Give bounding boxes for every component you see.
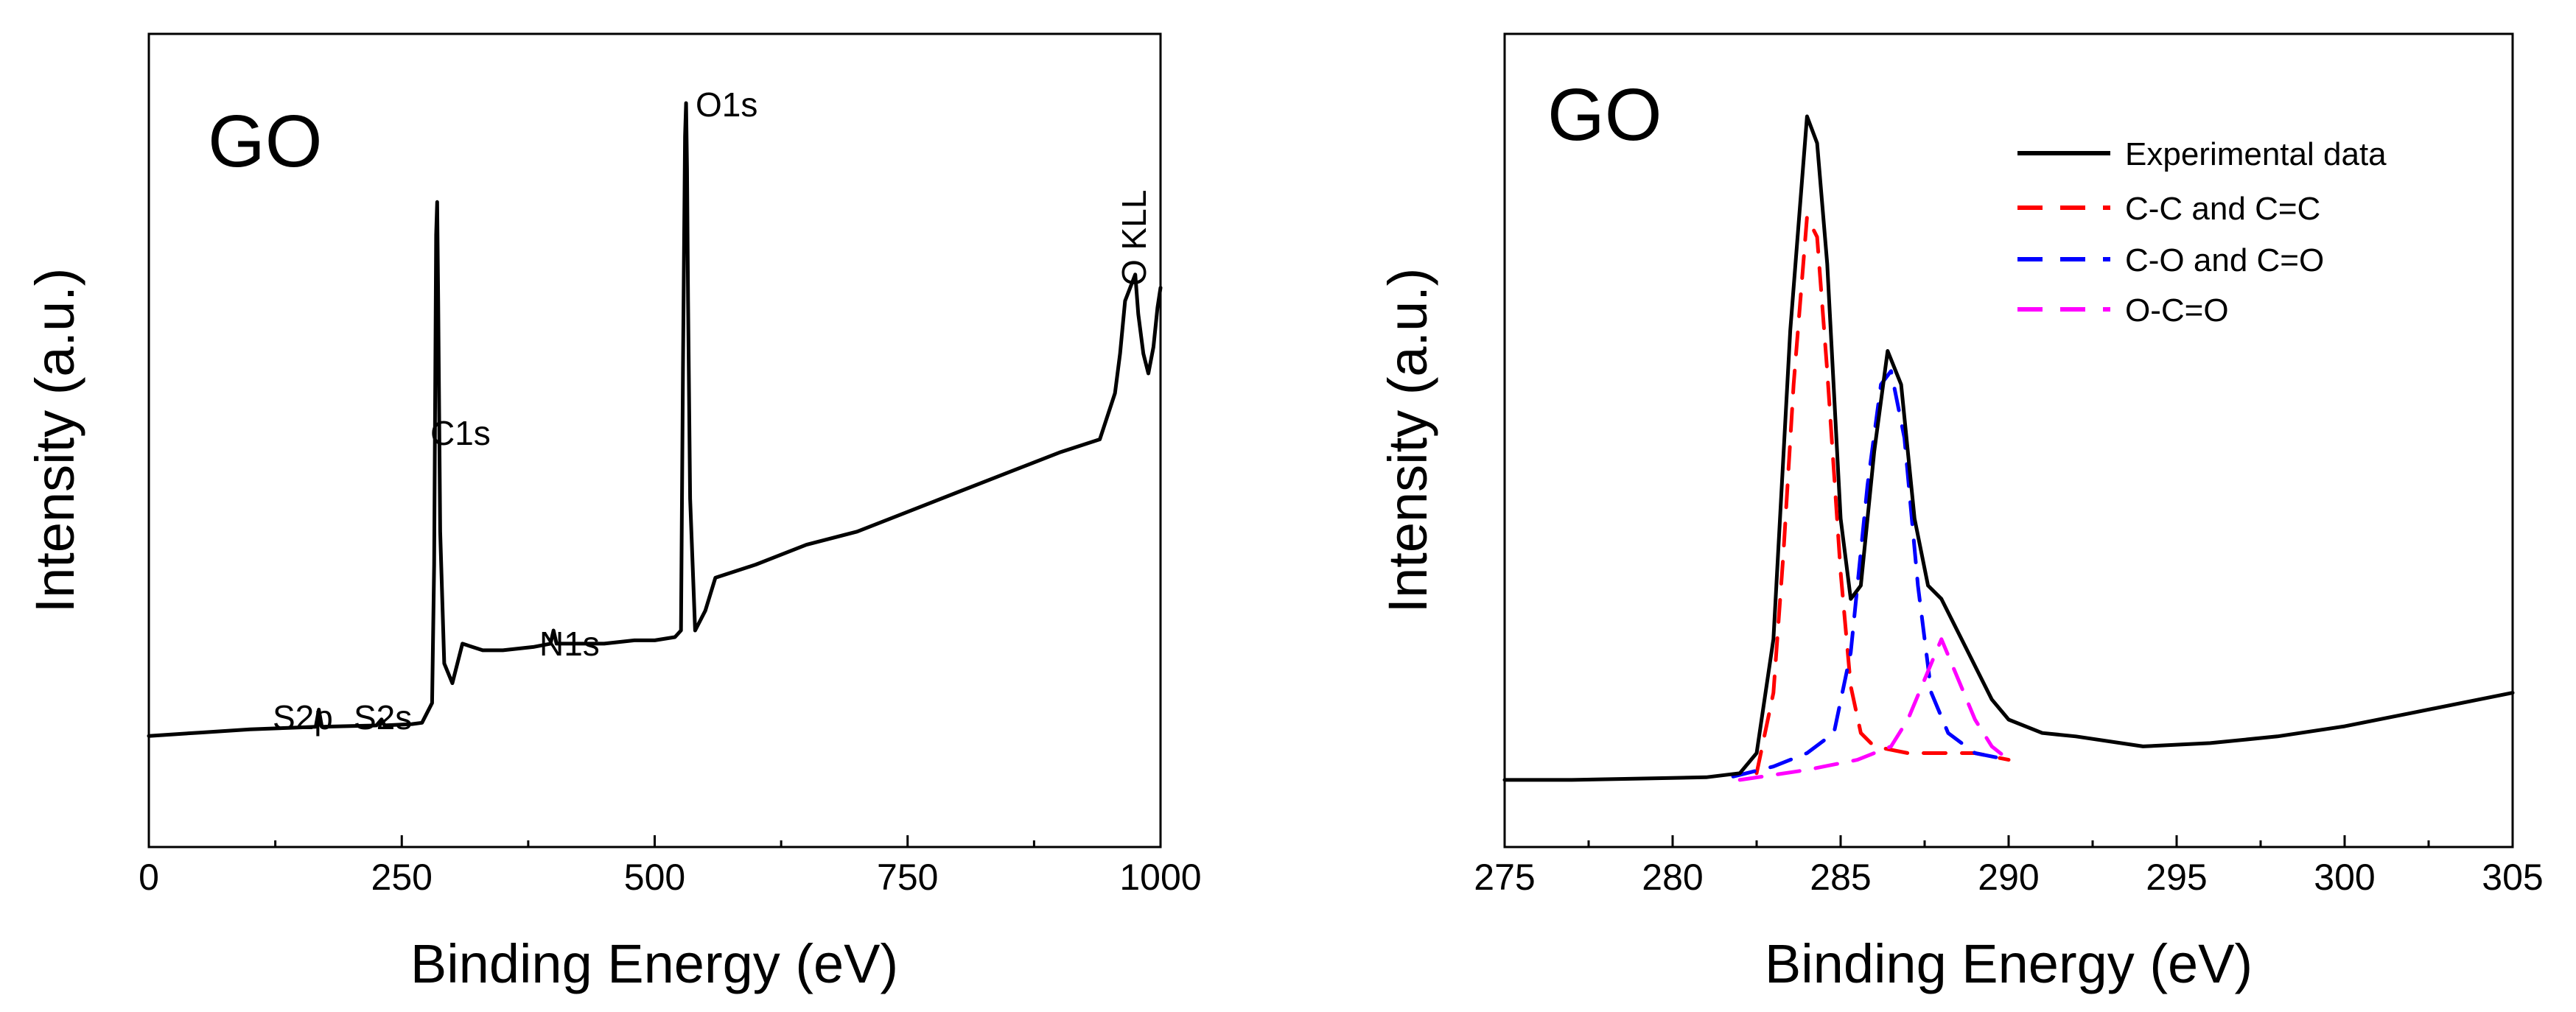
c1s-x-tick-label: 275 xyxy=(1474,857,1535,898)
survey-x-tick-label: 1000 xyxy=(1119,857,1201,898)
c1s-spectrum-panel: 275 280 285 290 295 300 305 GO Experimental da… xyxy=(1377,32,2544,994)
survey-panel-title: GO xyxy=(208,100,323,183)
peak-label-o-kll: O KLL xyxy=(1115,190,1153,286)
c1s-x-tick-label: 290 xyxy=(1978,857,2039,898)
c1s-x-tick-label: 280 xyxy=(1642,857,1703,898)
peak-label-o1s: O1s xyxy=(696,85,757,124)
survey-x-tick-label: 0 xyxy=(139,857,159,898)
legend-label-co: C-O and C=O xyxy=(2125,242,2324,278)
survey-series-spectrum xyxy=(147,101,1163,738)
peak-label-s2p: S2p xyxy=(273,698,333,737)
c1s-curves xyxy=(1502,114,2515,782)
survey-y-axis-title: Intensity (a.u.) xyxy=(24,268,85,614)
peak-label-n1s: N1s xyxy=(539,625,600,663)
peak-label-c1s: C1s xyxy=(430,414,491,452)
legend-label-cc: C-C and C=C xyxy=(2125,191,2320,227)
c1s-series-experimental-data xyxy=(1502,114,2515,782)
survey-spectrum-panel: 0 250 500 750 1000 GO S2p S2s C1s N1s O1s O … xyxy=(24,32,1202,994)
c1s-series-c-o-and-c-o xyxy=(1731,369,2011,779)
c1s-series-o-c-o xyxy=(1737,637,2011,782)
survey-x-tick-label: 250 xyxy=(371,857,433,898)
legend: Experimental data C-C and C=C C-O and C=… xyxy=(2017,136,2387,328)
c1s-x-tick-label: 300 xyxy=(2314,857,2375,898)
c1s-panel-title: GO xyxy=(1547,74,1662,156)
c1s-series-c-c-and-c-c xyxy=(1754,215,2011,776)
c1s-x-tick-label: 285 xyxy=(1810,857,1871,898)
survey-x-tick-label: 500 xyxy=(624,857,685,898)
survey-x-ticks: 0 250 500 750 1000 xyxy=(139,835,1202,898)
c1s-x-ticks: 275 280 285 290 295 300 305 xyxy=(1474,835,2544,898)
survey-curves xyxy=(147,101,1163,738)
c1s-x-tick-label: 305 xyxy=(2482,857,2543,898)
peak-label-s2s: S2s xyxy=(354,698,412,737)
survey-x-axis-title: Binding Energy (eV) xyxy=(410,933,898,994)
survey-x-tick-label: 750 xyxy=(877,857,938,898)
legend-label-experimental: Experimental data xyxy=(2125,136,2387,172)
c1s-x-axis-title: Binding Energy (eV) xyxy=(1765,933,2253,994)
c1s-y-axis-title: Intensity (a.u.) xyxy=(1377,268,1438,614)
c1s-x-tick-label: 295 xyxy=(2146,857,2207,898)
legend-label-oco: O-C=O xyxy=(2125,292,2229,328)
